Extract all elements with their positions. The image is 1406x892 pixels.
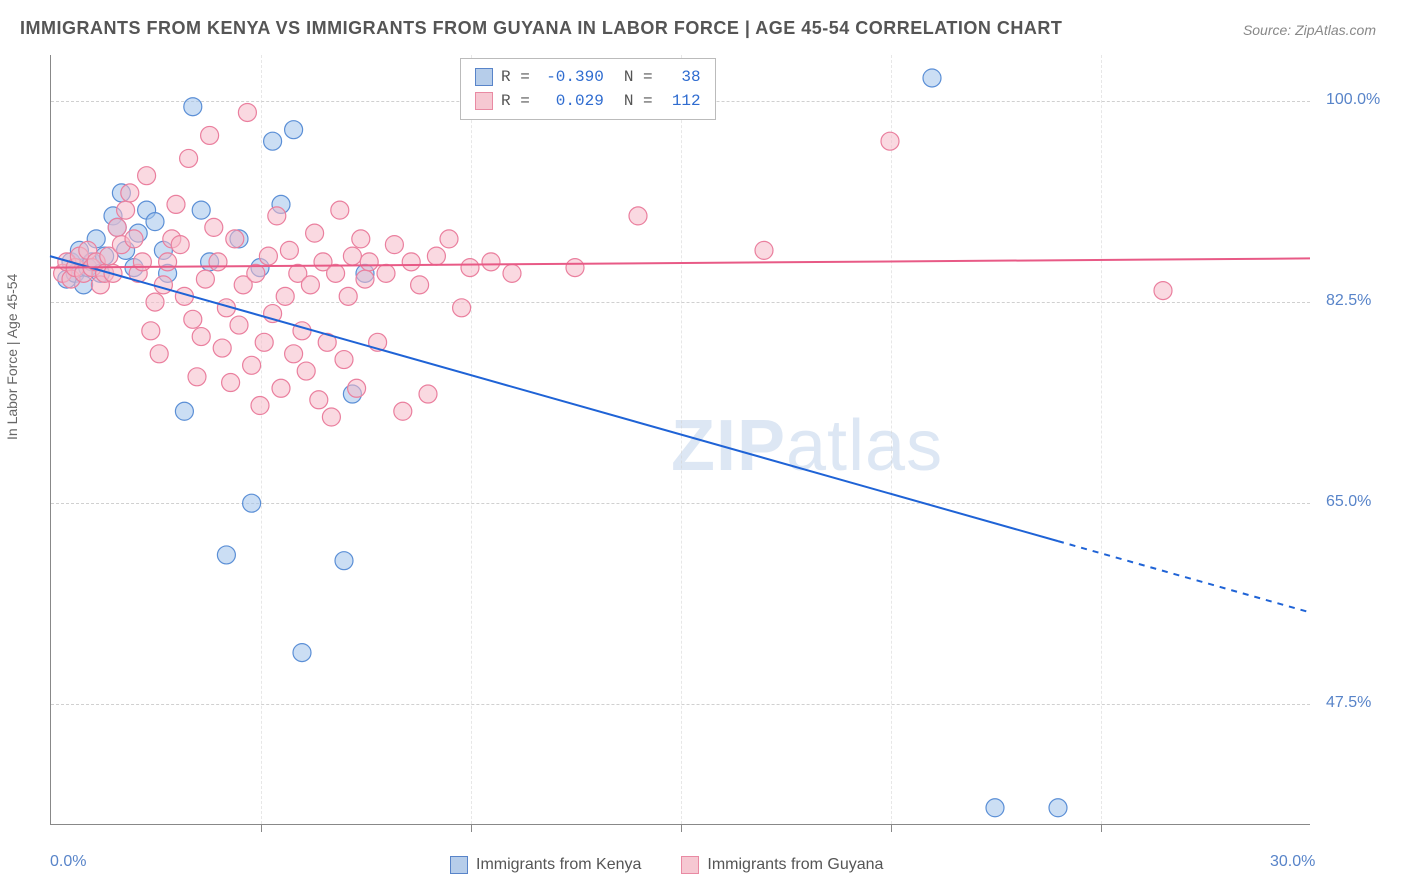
series-legend-item: Immigrants from Guyana	[681, 856, 883, 874]
y-tick-label: 82.5%	[1326, 292, 1371, 310]
chart-title: IMMIGRANTS FROM KENYA VS IMMIGRANTS FROM…	[20, 18, 1062, 39]
legend-swatch	[450, 856, 468, 874]
legend-swatch	[475, 92, 493, 110]
x-tick-mark	[471, 824, 472, 832]
y-axis-label: In Labor Force | Age 45-54	[4, 274, 20, 440]
x-tick-label: 30.0%	[1270, 853, 1315, 871]
y-tick-label: 100.0%	[1326, 91, 1380, 109]
n-label: N =	[624, 89, 653, 113]
gridline-v	[471, 55, 472, 824]
source-attribution: Source: ZipAtlas.com	[1243, 22, 1376, 38]
series-legend-label: Immigrants from Kenya	[476, 856, 641, 874]
plot-area: ZIPatlas	[50, 55, 1310, 825]
correlation-legend-row: R = 0.029 N = 112	[475, 89, 701, 113]
series-legend-label: Immigrants from Guyana	[707, 856, 883, 874]
gridline-v	[261, 55, 262, 824]
n-value: 38	[661, 65, 701, 89]
legend-swatch	[475, 68, 493, 86]
r-value: -0.390	[538, 65, 604, 89]
x-tick-mark	[261, 824, 262, 832]
x-tick-label: 0.0%	[50, 853, 86, 871]
n-value: 112	[661, 89, 701, 113]
x-tick-mark	[681, 824, 682, 832]
correlation-legend: R = -0.390 N = 38 R = 0.029 N = 112	[460, 58, 716, 120]
x-tick-mark	[1101, 824, 1102, 832]
r-label: R =	[501, 65, 530, 89]
series-legend-item: Immigrants from Kenya	[450, 856, 641, 874]
legend-swatch	[681, 856, 699, 874]
watermark: ZIPatlas	[671, 405, 943, 487]
series-legend: Immigrants from Kenya Immigrants from Guy…	[450, 856, 883, 874]
r-label: R =	[501, 89, 530, 113]
x-tick-mark	[891, 824, 892, 832]
gridline-v	[891, 55, 892, 824]
y-tick-label: 47.5%	[1326, 694, 1371, 712]
gridline-v	[681, 55, 682, 824]
gridline-v	[1101, 55, 1102, 824]
correlation-legend-row: R = -0.390 N = 38	[475, 65, 701, 89]
n-label: N =	[624, 65, 653, 89]
r-value: 0.029	[538, 89, 604, 113]
y-tick-label: 65.0%	[1326, 493, 1371, 511]
